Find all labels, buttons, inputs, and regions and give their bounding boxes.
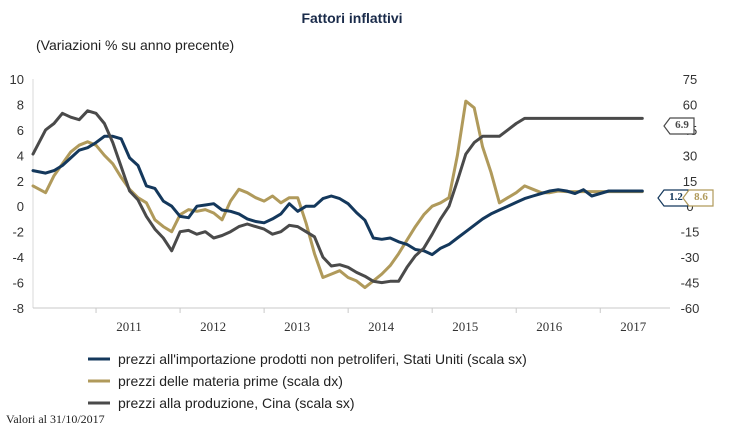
chart-title: Fattori inflattivi	[301, 10, 402, 26]
callout-value: 8.6	[694, 191, 708, 203]
series-line-1	[31, 99, 644, 290]
legend: prezzi all'importazione prodotti non pet…	[88, 351, 527, 411]
right-axis-tick-label: -60	[681, 301, 700, 316]
callout-box	[663, 117, 695, 135]
series-callout-0: 1.2	[657, 189, 689, 207]
left-axis-tick-label: 2	[17, 174, 24, 189]
series-line-2	[31, 109, 644, 285]
left-axis-tick-label: 8	[17, 97, 24, 112]
source-note: Valori al 31/10/2017	[6, 412, 105, 426]
series-line-0	[31, 134, 644, 257]
left-axis-ticks: 10 8 6 4 2 0 -2 -4 -6 -8	[10, 72, 24, 316]
right-axis-tick-label: 60	[683, 97, 697, 112]
left-axis-tick-label: -6	[12, 276, 24, 291]
left-axis-tick-label: 10	[10, 72, 24, 87]
left-axis-tick-label: -4	[12, 250, 24, 265]
left-axis-tick-label: -8	[12, 301, 24, 316]
right-axis-tick-label: 75	[683, 72, 697, 87]
series-callout-1: 8.6	[682, 189, 714, 207]
year-label: 2016	[536, 319, 563, 334]
year-label: 2011	[116, 319, 142, 334]
right-axis-tick-label: 15	[683, 174, 697, 189]
series-callouts: 6.9 1.2 8.6	[657, 117, 714, 207]
right-axis-tick-label: 30	[683, 148, 697, 163]
left-axis-tick-label: -2	[12, 225, 24, 240]
series-callout-2: 6.9	[663, 117, 695, 135]
right-axis-tick-label: 0	[686, 199, 693, 214]
year-label: 2015	[452, 319, 478, 334]
callout-box	[682, 189, 714, 207]
year-label: 2013	[284, 319, 310, 334]
right-axis-tick-label: -15	[681, 225, 700, 240]
left-axis-tick-label: 0	[17, 199, 24, 214]
year-label: 2012	[200, 319, 226, 334]
year-label: 2014	[368, 319, 395, 334]
right-axis-tick-label: -45	[681, 276, 700, 291]
x-axis-year-ticks	[95, 308, 601, 313]
chart-subtitle: (Variazioni % su anno precente)	[36, 37, 234, 53]
year-label: 2017	[620, 319, 647, 334]
legend-label-commodities: prezzi delle materia prime (scala dx)	[118, 373, 343, 389]
year-labels: 2011 2012 2013 2014 2015 2016 2017	[116, 319, 646, 334]
right-axis-tick-label: -30	[681, 250, 700, 265]
callout-value: 1.2	[669, 191, 683, 203]
right-axis-ticks: 75604530150-15-30-45-60	[681, 72, 700, 316]
left-axis-tick-label: 4	[17, 148, 24, 163]
series-lines	[31, 99, 644, 290]
legend-label-china-ppi: prezzi alla produzione, Cina (scala sx)	[118, 395, 355, 411]
callout-value: 6.9	[675, 119, 689, 131]
left-axis-tick-label: 6	[17, 123, 24, 138]
legend-label-us-import: prezzi all'importazione prodotti non pet…	[118, 351, 527, 367]
